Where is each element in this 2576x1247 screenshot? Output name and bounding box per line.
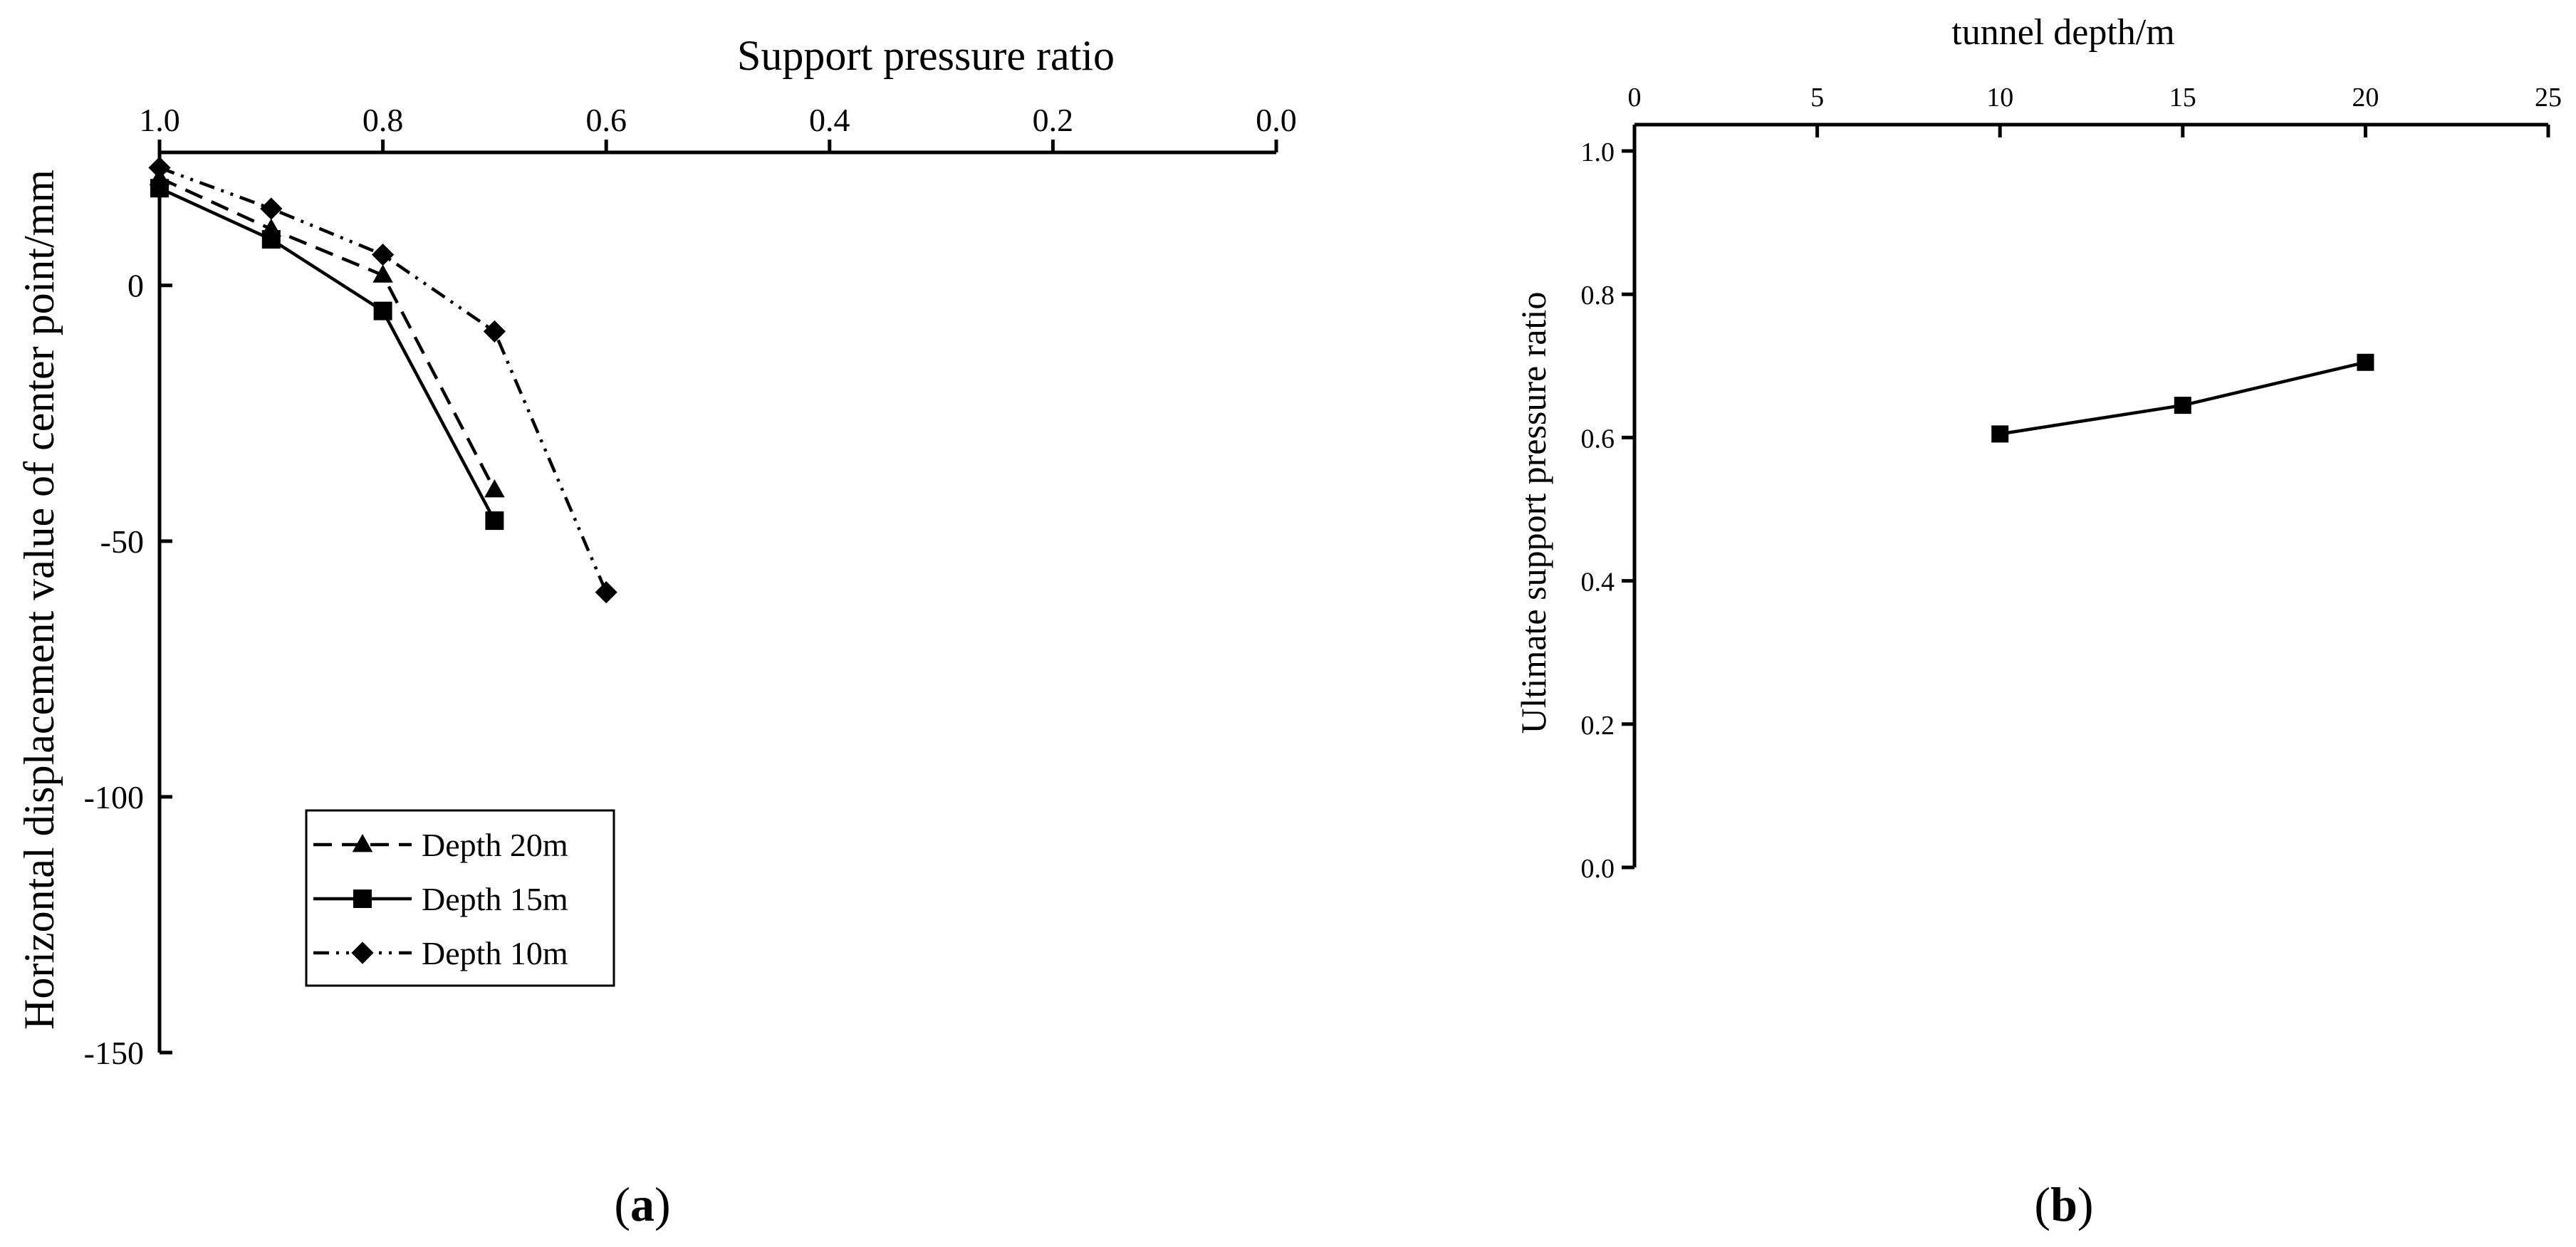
chart-a-data-point [150, 179, 169, 198]
chart-b-y-tick-label: 0.6 [1581, 424, 1615, 454]
chart-a-x-ticks: 1.0 0.8 0.6 0.4 0.2 0.0 [139, 102, 1297, 152]
chart-a-data-point [148, 156, 171, 179]
chart-a-series-1 [150, 179, 504, 531]
chart-a-panel-label-letter: a [630, 1177, 655, 1231]
chart-a-series [148, 156, 617, 604]
chart-a-y-tick-label: -150 [84, 1035, 144, 1071]
chart-b: tunnel depth/m Ultimate support pressure… [1513, 12, 2562, 1231]
chart-a-series-0 [149, 167, 505, 498]
chart-a-data-point [261, 230, 281, 249]
chart-b-panel-label: (b) [2034, 1177, 2093, 1231]
chart-a-legend-label: Depth 10m [422, 935, 568, 971]
chart-a-legend-item: Depth 10m [313, 935, 568, 971]
chart-b-y-ticks: 1.0 0.8 0.6 0.4 0.2 0.0 [1581, 137, 1634, 884]
chart-b-series-0 [1991, 353, 2374, 443]
chart-a-data-point [373, 301, 392, 320]
chart-b-y-tick-label: 0.0 [1581, 854, 1615, 884]
chart-b-y-tick-label: 1.0 [1581, 137, 1615, 167]
chart-b-x-tick-label: 20 [2352, 83, 2379, 113]
chart-a-y-tick-label: 0 [127, 268, 144, 304]
chart-b-y-axis-label: Ultimate support pressure ratio [1513, 292, 1553, 734]
chart-b-y-tick-label: 0.2 [1581, 711, 1615, 741]
chart-a-data-point [484, 479, 505, 498]
chart-a-legend-label: Depth 20m [422, 827, 568, 863]
chart-a-data-point [483, 320, 506, 343]
chart-a-series-line [159, 166, 608, 593]
chart-a-series-line [159, 187, 496, 522]
chart-a-x-tick-label: 0.0 [1256, 102, 1297, 138]
chart-a-y-axis-label: Horizontal displacement value of center … [16, 169, 63, 1030]
chart-a-panel-label-open: ( [614, 1177, 630, 1231]
chart-a-y-tick-label: -100 [84, 779, 144, 815]
chart-a-title: Support pressure ratio [737, 32, 1115, 79]
chart-a-data-point [260, 197, 283, 220]
chart-b-series [1991, 353, 2374, 443]
chart-a-data-point [372, 244, 395, 266]
chart-a-data-point [595, 581, 617, 604]
chart-a-x-tick-label: 1.0 [139, 102, 180, 138]
chart-a-x-tick-label: 0.4 [809, 102, 850, 138]
chart-b-panel-label-close: ) [2077, 1177, 2094, 1231]
chart-b-data-point [2174, 397, 2191, 414]
chart-b-x-tick-label: 0 [1628, 83, 1642, 113]
chart-a-series-2 [148, 156, 617, 604]
chart-a-panel-label: (a) [614, 1177, 670, 1231]
chart-a-x-tick-label: 0.6 [585, 102, 627, 138]
chart-b-x-tick-label: 5 [1810, 83, 1824, 113]
chart-a-legend-swatch-marker [353, 889, 372, 908]
chart-b-x-ticks: 0 5 10 15 20 25 [1628, 83, 2562, 137]
chart-a-legend-label: Depth 15m [422, 881, 568, 917]
chart-a-data-point [485, 511, 504, 531]
chart-a-panel-label-close: ) [655, 1177, 671, 1231]
chart-b-panel-label-letter: b [2050, 1177, 2077, 1231]
chart-b-x-tick-label: 15 [2169, 83, 2196, 113]
chart-a-y-ticks: 0 -50 -100 -150 [84, 268, 172, 1071]
chart-b-data-point [2357, 353, 2374, 371]
chart-a-legend-swatch-marker [351, 941, 374, 964]
chart-b-panel-label-open: ( [2034, 1177, 2050, 1231]
chart-b-y-tick-label: 0.8 [1581, 281, 1615, 311]
chart-a-legend: Depth 20m Depth 15m Depth 10m [305, 809, 615, 987]
chart-a: Support pressure ratio Horizontal displa… [16, 32, 1297, 1231]
chart-a-x-tick-label: 0.2 [1033, 102, 1074, 138]
chart-a-legend-item: Depth 15m [313, 881, 568, 917]
chart-b-x-tick-label: 25 [2535, 83, 2562, 113]
chart-b-title: tunnel depth/m [1951, 12, 2174, 53]
chart-a-x-tick-label: 0.8 [363, 102, 404, 138]
chart-b-x-tick-label: 10 [1986, 83, 2013, 113]
chart-a-y-tick-label: -50 [100, 523, 144, 560]
chart-a-data-point [372, 264, 393, 283]
chart-b-data-point [1991, 425, 2009, 443]
chart-a-legend-swatch-marker [352, 834, 373, 852]
chart-a-series-line [159, 176, 496, 491]
chart-b-y-tick-label: 0.4 [1581, 568, 1615, 598]
chart-a-legend-item: Depth 20m [313, 827, 568, 863]
